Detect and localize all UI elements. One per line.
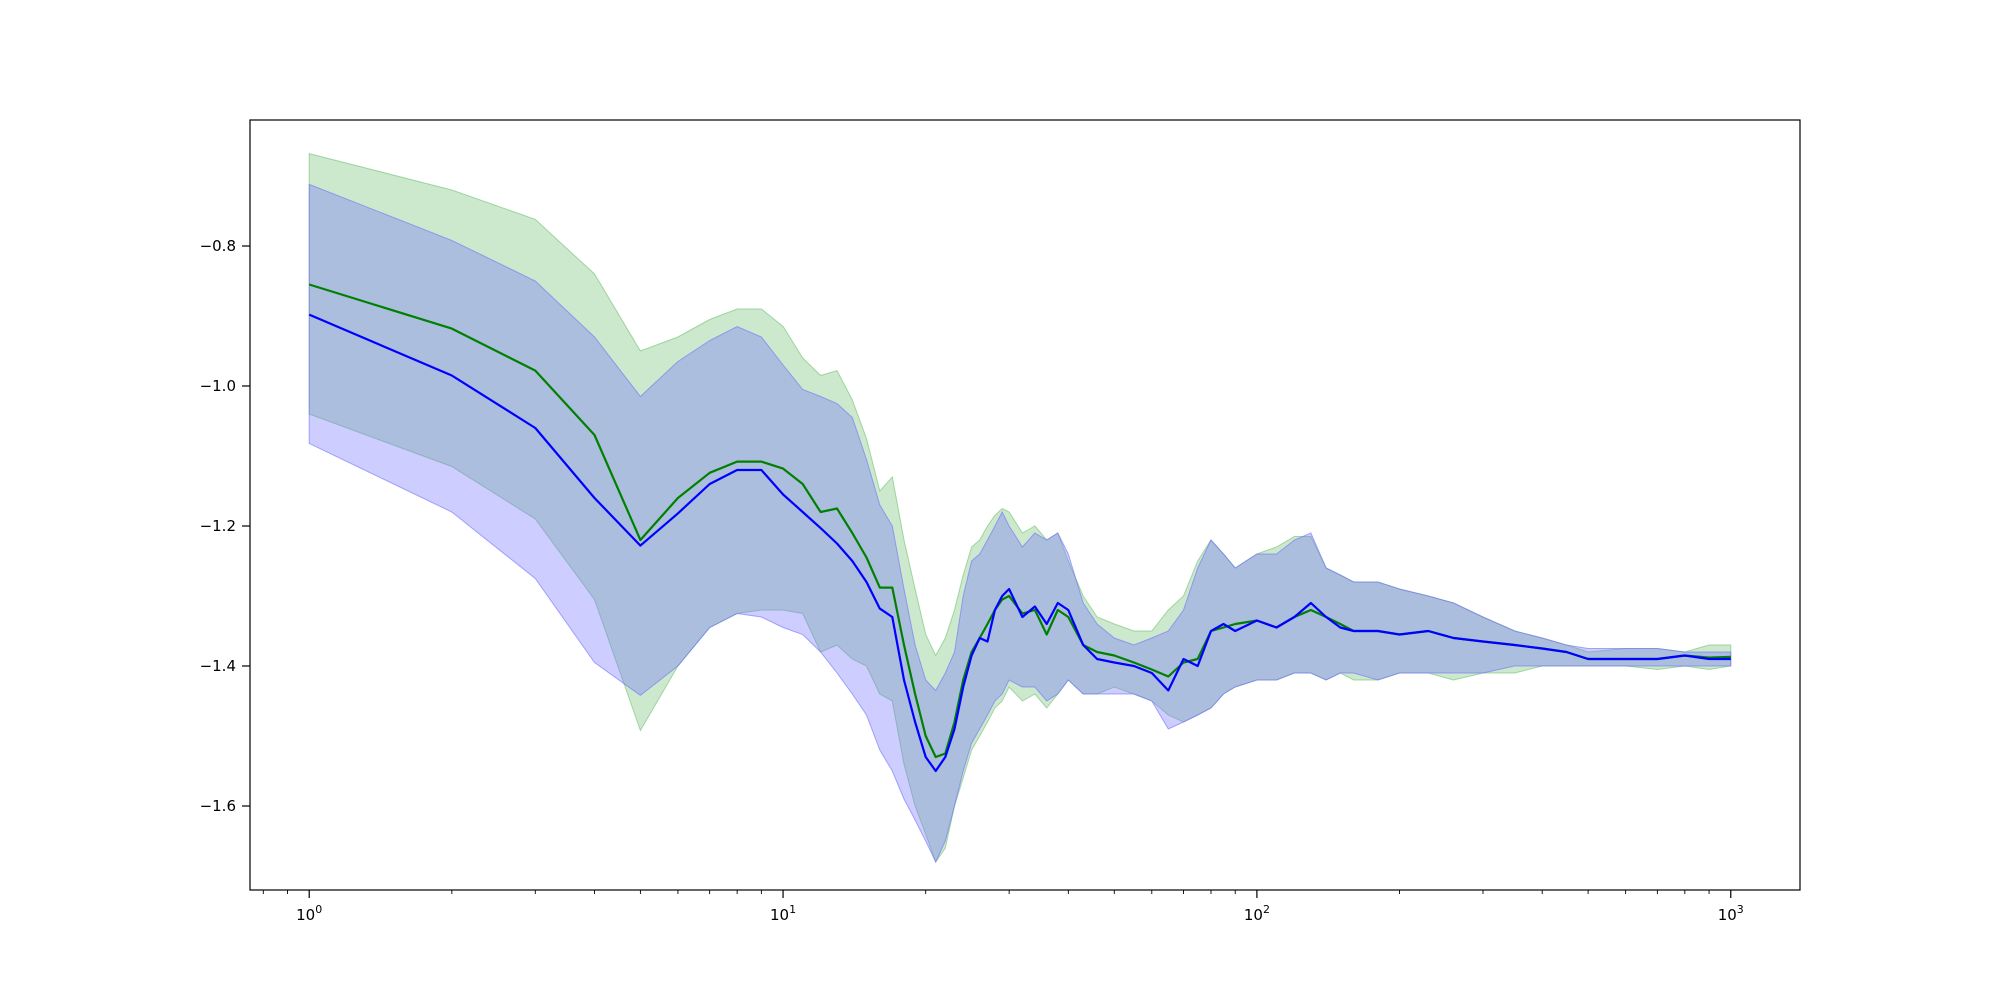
- x-axis: 100 101 102 103: [262, 890, 1744, 924]
- bands-layer: [308, 152, 1732, 864]
- y-tick-label: −1.6: [200, 797, 236, 815]
- y-tick-label: −0.8: [200, 237, 236, 255]
- y-tick-label: −1.2: [200, 517, 236, 535]
- y-tick-label: −1.4: [200, 657, 236, 675]
- plot-area-frame: [249, 119, 1801, 891]
- series-2-band: [308, 183, 1732, 864]
- y-tick-label: −1.0: [200, 377, 236, 395]
- lines-layer: [308, 283, 1731, 773]
- y-axis: −1.6 −1.4 −1.2 −1.0 −0.8: [200, 237, 250, 815]
- series-2-line: [308, 313, 1731, 773]
